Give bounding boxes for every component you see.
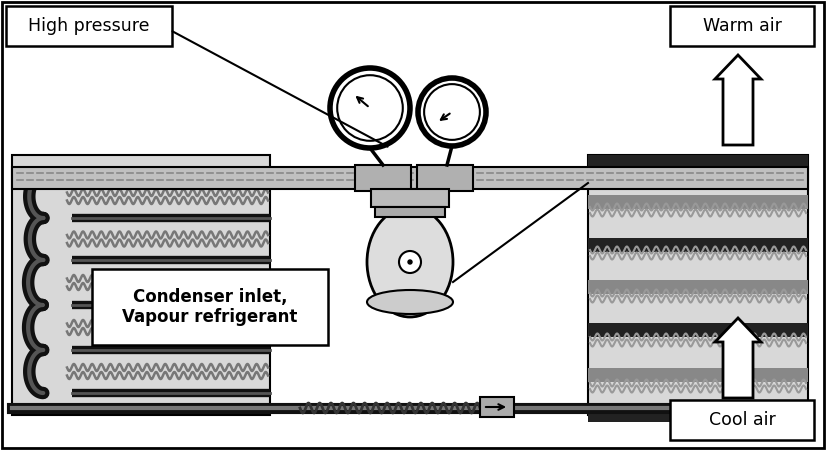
- Bar: [588, 280, 808, 294]
- Bar: [588, 155, 808, 415]
- Bar: [588, 412, 808, 422]
- Bar: [588, 238, 808, 252]
- Circle shape: [399, 251, 421, 273]
- Text: Cool air: Cool air: [709, 411, 776, 429]
- Bar: [12, 167, 808, 189]
- Bar: [588, 195, 808, 209]
- Bar: [371, 189, 449, 207]
- Bar: [588, 155, 808, 169]
- Circle shape: [424, 84, 480, 140]
- Circle shape: [408, 260, 412, 264]
- Circle shape: [330, 68, 410, 148]
- Circle shape: [337, 75, 403, 141]
- Bar: [375, 207, 445, 217]
- FancyBboxPatch shape: [6, 6, 172, 46]
- Ellipse shape: [367, 207, 453, 317]
- Bar: [588, 368, 808, 382]
- Text: High pressure: High pressure: [28, 17, 150, 35]
- Bar: [480, 397, 514, 417]
- Bar: [355, 165, 411, 191]
- FancyArrow shape: [715, 318, 761, 398]
- FancyBboxPatch shape: [670, 6, 814, 46]
- Text: Warm air: Warm air: [703, 17, 781, 35]
- Bar: [588, 323, 808, 337]
- Text: Condenser inlet,
Vapour refrigerant: Condenser inlet, Vapour refrigerant: [122, 288, 297, 326]
- Bar: [12, 155, 270, 415]
- FancyBboxPatch shape: [92, 269, 328, 345]
- Ellipse shape: [367, 290, 453, 314]
- FancyBboxPatch shape: [670, 400, 814, 440]
- Circle shape: [418, 78, 486, 146]
- FancyArrow shape: [715, 55, 761, 145]
- Bar: [417, 165, 473, 191]
